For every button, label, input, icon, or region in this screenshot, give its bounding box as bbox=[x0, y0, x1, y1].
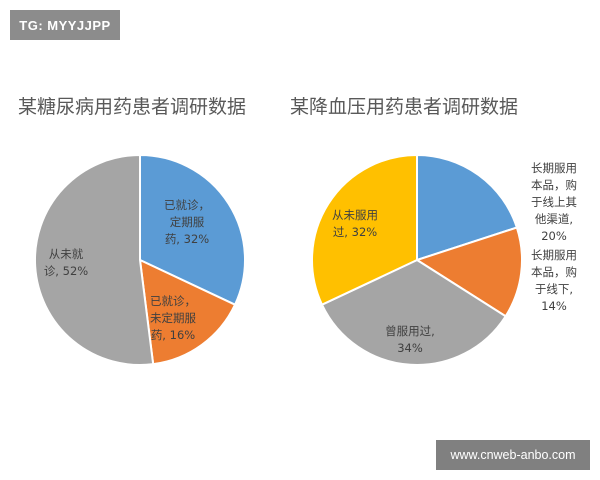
label-bp-online: 长期服用 本品，购 于线上其 他渠道, 20% bbox=[531, 161, 577, 243]
slice-diabetes-never bbox=[34, 153, 155, 366]
label-diabetes-regular: 已就诊， 定期服 药, 32% bbox=[164, 198, 210, 246]
chart-title-diabetes: 某糖尿病用药患者调研数据 bbox=[18, 96, 247, 118]
label-diabetes-irregular: 已就诊， 未定期服 药, 16% bbox=[150, 294, 196, 342]
slice-diabetes-regular bbox=[139, 153, 246, 307]
label-diabetes-never: 从未就 诊, 52% bbox=[43, 247, 89, 278]
tg-badge: TG: MYYJJPP bbox=[10, 10, 120, 40]
chart-title-hypertension: 某降血压用药患者调研数据 bbox=[290, 96, 519, 118]
label-bp-offline: 长期服用 本品，购 于线下, 14% bbox=[531, 248, 577, 313]
label-bp-used: 曾服用过, 34% bbox=[385, 324, 435, 355]
slice-bp-offline bbox=[414, 226, 523, 318]
slice-diabetes-irregular bbox=[138, 258, 237, 366]
slice-bp-online bbox=[416, 153, 519, 262]
slice-bp-used bbox=[320, 258, 508, 366]
slice-bp-never bbox=[311, 153, 418, 307]
label-bp-never: 从未服用 过, 32% bbox=[332, 208, 378, 239]
site-watermark: www.cnweb-anbo.com bbox=[436, 440, 590, 470]
